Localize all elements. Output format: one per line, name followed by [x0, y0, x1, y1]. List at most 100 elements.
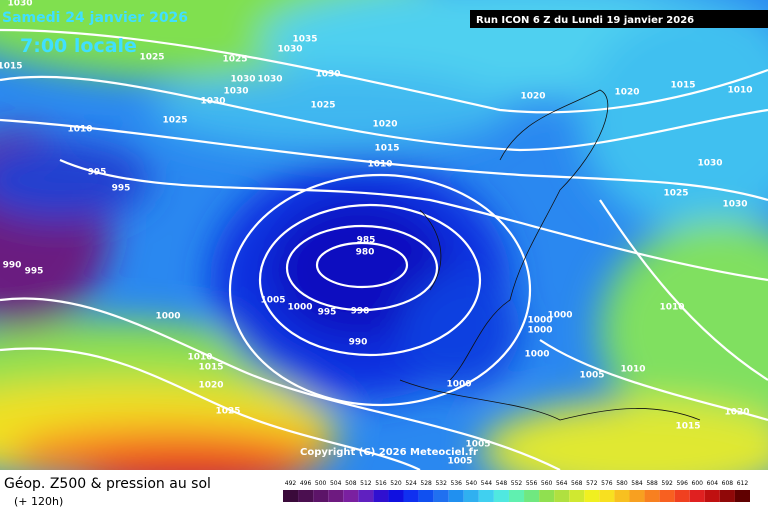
time: 7:00 locale	[20, 35, 137, 57]
isobar-label: 1020	[520, 92, 545, 102]
legend-swatch	[554, 490, 570, 502]
isobar-label: 1000	[446, 380, 471, 390]
legend-swatch	[734, 490, 750, 502]
legend-label: 580	[616, 480, 628, 487]
legend-label: 612	[737, 480, 749, 487]
legend-label: 572	[586, 480, 598, 487]
isobar-label: 1000	[547, 311, 572, 321]
legend-label: 604	[707, 480, 719, 487]
isobar-label: 1015	[374, 144, 399, 154]
isobar-label: 1005	[260, 296, 285, 306]
copyright: Copyright (C) 2026 Meteociel.fr	[300, 447, 478, 458]
legend-label: 600	[692, 480, 704, 487]
isobar-label: 1005	[465, 440, 490, 450]
map-field	[0, 0, 768, 470]
isobar-label: 1025	[663, 189, 688, 199]
legend-label: 568	[571, 480, 583, 487]
isobar-label: 1030	[315, 70, 340, 80]
isobar-label: 1025	[215, 407, 240, 417]
legend-label: 548	[496, 480, 508, 487]
legend-swatch	[704, 490, 720, 502]
isobar-label: 1030	[200, 97, 225, 107]
legend-swatch	[298, 490, 314, 502]
legend-label: 544	[481, 480, 493, 487]
legend-label: 560	[541, 480, 553, 487]
legend-swatch	[418, 490, 434, 502]
legend-label: 528	[420, 480, 432, 487]
isobar-label: 1015	[670, 81, 695, 91]
isobar-label: 1025	[310, 101, 335, 111]
legend-label: 520	[390, 480, 402, 487]
legend-swatch	[328, 490, 344, 502]
isobar-label: 1005	[579, 371, 604, 381]
legend-swatch	[689, 490, 705, 502]
isobar-label: 985	[357, 236, 376, 246]
isobar-label: 990	[3, 261, 22, 271]
legend-label: 556	[526, 480, 538, 487]
isobar-label: 1020	[614, 88, 639, 98]
isobar-label: 1015	[0, 62, 23, 72]
lead-time: (+ 120h)	[14, 495, 63, 508]
isobar-label: 995	[318, 308, 337, 318]
run-box	[470, 10, 768, 28]
isobar-label: 1010	[659, 303, 684, 313]
legend-swatch	[388, 490, 404, 502]
legend-label: 504	[330, 480, 342, 487]
isobar-label: 1005	[447, 457, 472, 467]
isobar-label: 1020	[724, 408, 749, 418]
legend-swatch	[524, 490, 540, 502]
isobar-label: 1000	[527, 316, 552, 326]
run: Run ICON 6 Z du Lundi 19 janvier 2026	[476, 15, 694, 26]
isobar-label: 1000	[155, 312, 180, 322]
isobar-label: 1010	[620, 365, 645, 375]
legend-label: 512	[360, 480, 372, 487]
isobar-label: 1010	[727, 86, 752, 96]
legend-label: 516	[375, 480, 387, 487]
isobar-label: 995	[25, 267, 44, 277]
legend-label: 500	[315, 480, 327, 487]
legend-label: 508	[345, 480, 357, 487]
legend-swatch	[433, 490, 449, 502]
legend-swatch	[493, 490, 509, 502]
legend-label: 492	[285, 480, 297, 487]
legend-swatch	[614, 490, 630, 502]
isobar-label: 990	[351, 307, 370, 317]
legend-swatch	[343, 490, 359, 502]
isobar-label: 1015	[675, 422, 700, 432]
legend-swatch	[629, 490, 645, 502]
isobar-label: 1020	[372, 120, 397, 130]
legend-label: 588	[646, 480, 658, 487]
legend-swatch	[463, 490, 479, 502]
legend-swatch	[373, 490, 389, 502]
isobar-label: 1010	[67, 125, 92, 135]
legend-swatch	[584, 490, 600, 502]
legend-label: 496	[300, 480, 312, 487]
isobar-label: 1010	[187, 353, 212, 363]
isobar-label: 1030	[697, 159, 722, 169]
isobar-label: 990	[349, 338, 368, 348]
isobar-label: 1035	[292, 35, 317, 45]
isobar-label: 980	[356, 248, 375, 258]
isobar-label: 1030	[7, 0, 32, 9]
isobar-label: 1020	[198, 381, 223, 391]
footer-title: Géop. Z500 & pression au sol	[4, 476, 211, 492]
isobar-label: 1030	[230, 75, 255, 85]
legend-swatch	[674, 490, 690, 502]
isobar-label: 1015	[198, 363, 223, 373]
legend-swatch	[403, 490, 419, 502]
legend-label: 576	[601, 480, 613, 487]
isobar-label: 1025	[162, 116, 187, 126]
legend-label: 536	[451, 480, 463, 487]
legend-swatch	[313, 490, 329, 502]
legend-label: 552	[511, 480, 523, 487]
legend-swatch	[508, 490, 525, 502]
legend-label: 524	[405, 480, 417, 487]
isobar-label: 1025	[139, 53, 164, 63]
legend-swatch	[448, 490, 464, 502]
coastlines	[399, 89, 701, 421]
legend-label: 540	[466, 480, 478, 487]
isobars	[0, 28, 768, 470]
isobar-label: 1000	[524, 350, 549, 360]
